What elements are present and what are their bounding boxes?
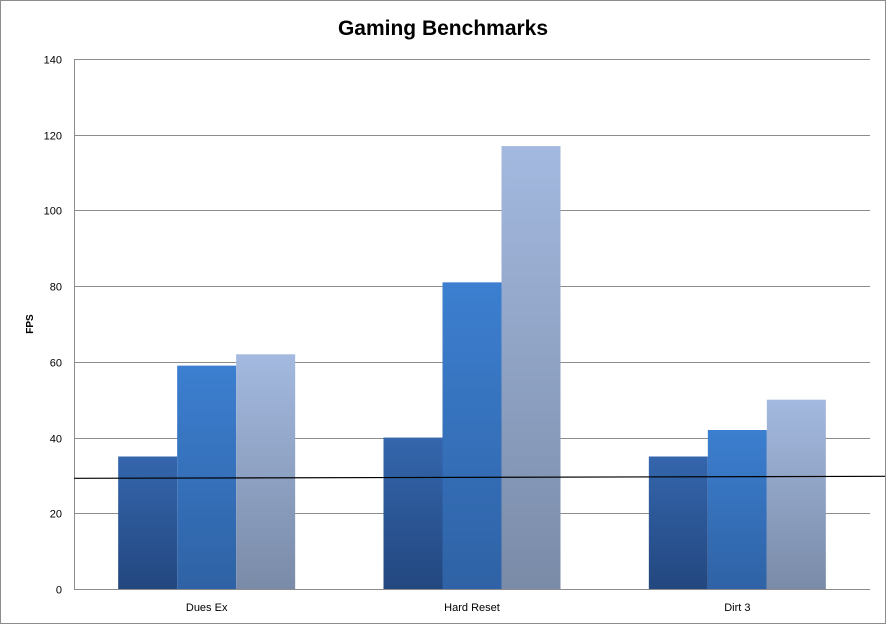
x-category-label: Hard Reset <box>444 602 500 614</box>
reference-line <box>73 475 885 479</box>
axes <box>74 59 870 590</box>
bar-1-2 <box>177 365 237 589</box>
y-tick-label: 60 <box>50 358 62 370</box>
bar-2-2 <box>442 282 502 589</box>
bar-3-2 <box>707 430 767 589</box>
y-tick-label: 20 <box>50 509 62 521</box>
y-axis-title: FPS <box>25 314 36 334</box>
bar-3-3 <box>766 399 826 589</box>
reference-line-layer <box>73 475 885 479</box>
bars <box>118 146 826 590</box>
bar-1-3 <box>236 354 296 589</box>
x-category-label: Dirt 3 <box>724 602 750 614</box>
bar-2-1 <box>383 437 443 589</box>
chart-title: Gaming Benchmarks <box>338 17 548 40</box>
y-tick-label: 0 <box>56 585 62 597</box>
bar-3-1 <box>648 456 708 589</box>
y-tick-label: 140 <box>44 55 62 67</box>
y-tick-label: 120 <box>44 131 62 143</box>
bar-2-3 <box>501 146 561 590</box>
x-category-label: Dues Ex <box>186 602 228 614</box>
y-tick-label: 80 <box>50 282 62 294</box>
y-tick-label: 100 <box>44 206 62 218</box>
bar-1-1 <box>118 456 178 589</box>
y-tick-label: 40 <box>50 434 62 446</box>
labels: 0 20 40 60 80 100 120 140 Dues Ex Hard Reset Dirt … <box>44 55 751 615</box>
